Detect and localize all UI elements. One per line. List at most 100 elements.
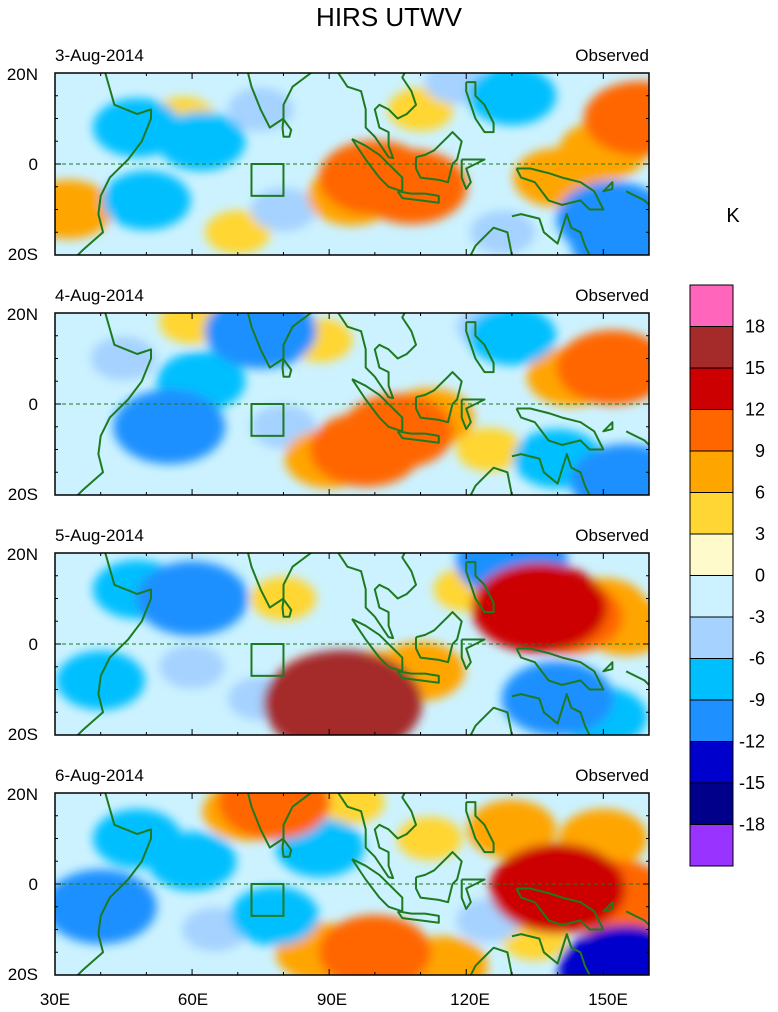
coastline	[415, 611, 463, 664]
coastline	[281, 358, 293, 378]
anomaly-cell	[470, 210, 536, 255]
anomaly-cell	[396, 816, 463, 861]
x-axis-labels: 30E 60E 90E 120E 150E	[40, 990, 628, 1009]
coastline	[396, 430, 440, 444]
anomaly-cell	[467, 73, 557, 126]
panel-5-aug: 5-Aug-2014 Observed 20N 0 20S	[7, 526, 650, 744]
colorbar-label: -9	[749, 690, 765, 710]
x-tick-label: 120E	[450, 990, 490, 1009]
coastline	[247, 553, 417, 640]
anomaly-cell	[113, 389, 226, 465]
colorbar-label: 6	[755, 483, 765, 503]
panel-label: Observed	[575, 766, 649, 785]
anomaly-cell	[318, 914, 431, 975]
coastline	[415, 371, 463, 424]
panel-label: Observed	[575, 286, 649, 305]
coastline	[511, 693, 591, 735]
coastline	[247, 793, 417, 880]
coastline	[465, 561, 495, 614]
coastline	[77, 793, 152, 975]
y-tick-label: 20S	[8, 245, 38, 264]
panel-3-aug: 3-Aug-2014 Observed 20N 0 20S	[7, 46, 650, 264]
map-plot	[54, 72, 650, 256]
coastline	[515, 167, 605, 211]
coastline	[415, 131, 463, 184]
coastline	[351, 858, 404, 913]
colorbar: 18 15 12 9 6 3 0 -3 -6 -9 -12 -15 -18	[689, 284, 765, 867]
coastline	[625, 430, 649, 446]
anomaly-cell	[204, 313, 317, 369]
anomaly-cell	[467, 799, 557, 859]
anomaly-cell	[55, 179, 114, 240]
colorbar-swatch	[689, 824, 734, 867]
coastline	[351, 378, 404, 433]
anomaly-cell	[263, 650, 423, 735]
coastline	[465, 321, 495, 374]
coastline	[602, 901, 614, 913]
coastlines	[77, 553, 649, 735]
anomaly-cell	[156, 111, 246, 171]
colorbar-label: -15	[739, 773, 765, 793]
panel-date: 3-Aug-2014	[55, 46, 144, 65]
y-tick-label: 0	[29, 875, 38, 894]
coastline	[460, 398, 486, 430]
coastline	[460, 158, 486, 190]
colorbar-swatch	[689, 492, 734, 535]
colorbar-swatch	[689, 616, 734, 659]
panel-label: Observed	[575, 46, 649, 65]
y-tick-label: 20N	[7, 545, 38, 564]
coastline	[460, 878, 486, 910]
coastlines	[77, 793, 649, 975]
anomaly-cell	[467, 313, 557, 366]
anomaly-cell	[501, 661, 614, 735]
y-tick-label: 20N	[7, 785, 38, 804]
x-tick-label: 150E	[588, 990, 628, 1009]
anomaly-cell	[205, 210, 271, 255]
colorbar-label: -18	[739, 815, 765, 835]
anomaly-cell	[583, 81, 649, 156]
panel-date: 6-Aug-2014	[55, 766, 144, 785]
figure-title: HIRS UTWV	[316, 2, 463, 32]
y-tick-label: 20S	[8, 725, 38, 744]
anomaly-cell	[558, 925, 649, 975]
coastlines	[77, 313, 649, 495]
coastline	[602, 181, 614, 193]
coastline	[281, 838, 293, 858]
coastline	[415, 851, 463, 904]
coastline	[77, 553, 152, 735]
colorbar-swatch	[689, 741, 734, 784]
y-tick-label: 20N	[7, 305, 38, 324]
coastline	[465, 801, 495, 854]
coastline	[396, 670, 440, 684]
coastline	[515, 887, 605, 931]
colorbar-swatch	[689, 450, 734, 493]
coastline	[625, 190, 649, 206]
coastline	[602, 421, 614, 433]
map-plot	[54, 312, 650, 496]
colorbar-unit: K	[726, 205, 740, 227]
coastline	[469, 226, 513, 255]
colorbar-swatch	[689, 409, 734, 452]
coastline	[515, 407, 605, 451]
coastline	[469, 706, 513, 735]
y-tick-label: 0	[29, 155, 38, 174]
anomaly-cell	[218, 793, 331, 840]
coastline	[281, 118, 293, 138]
anomaly-cell	[55, 869, 157, 945]
colorbar-swatch	[689, 367, 734, 410]
y-tick-label: 20N	[7, 65, 38, 84]
colorbar-label: -6	[749, 649, 765, 669]
anomaly-cell	[250, 187, 317, 232]
coastline	[460, 638, 486, 670]
anomaly-cell	[101, 170, 191, 230]
colorbar-swatch	[689, 533, 734, 576]
y-tick-label: 0	[29, 635, 38, 654]
panel-date: 5-Aug-2014	[55, 526, 144, 545]
coastline	[77, 313, 152, 495]
x-tick-label: 60E	[178, 990, 208, 1009]
colorbar-label: 0	[755, 566, 765, 586]
coastline	[396, 190, 440, 204]
colorbar-label: 18	[745, 317, 765, 337]
x-tick-label: 30E	[40, 990, 70, 1009]
